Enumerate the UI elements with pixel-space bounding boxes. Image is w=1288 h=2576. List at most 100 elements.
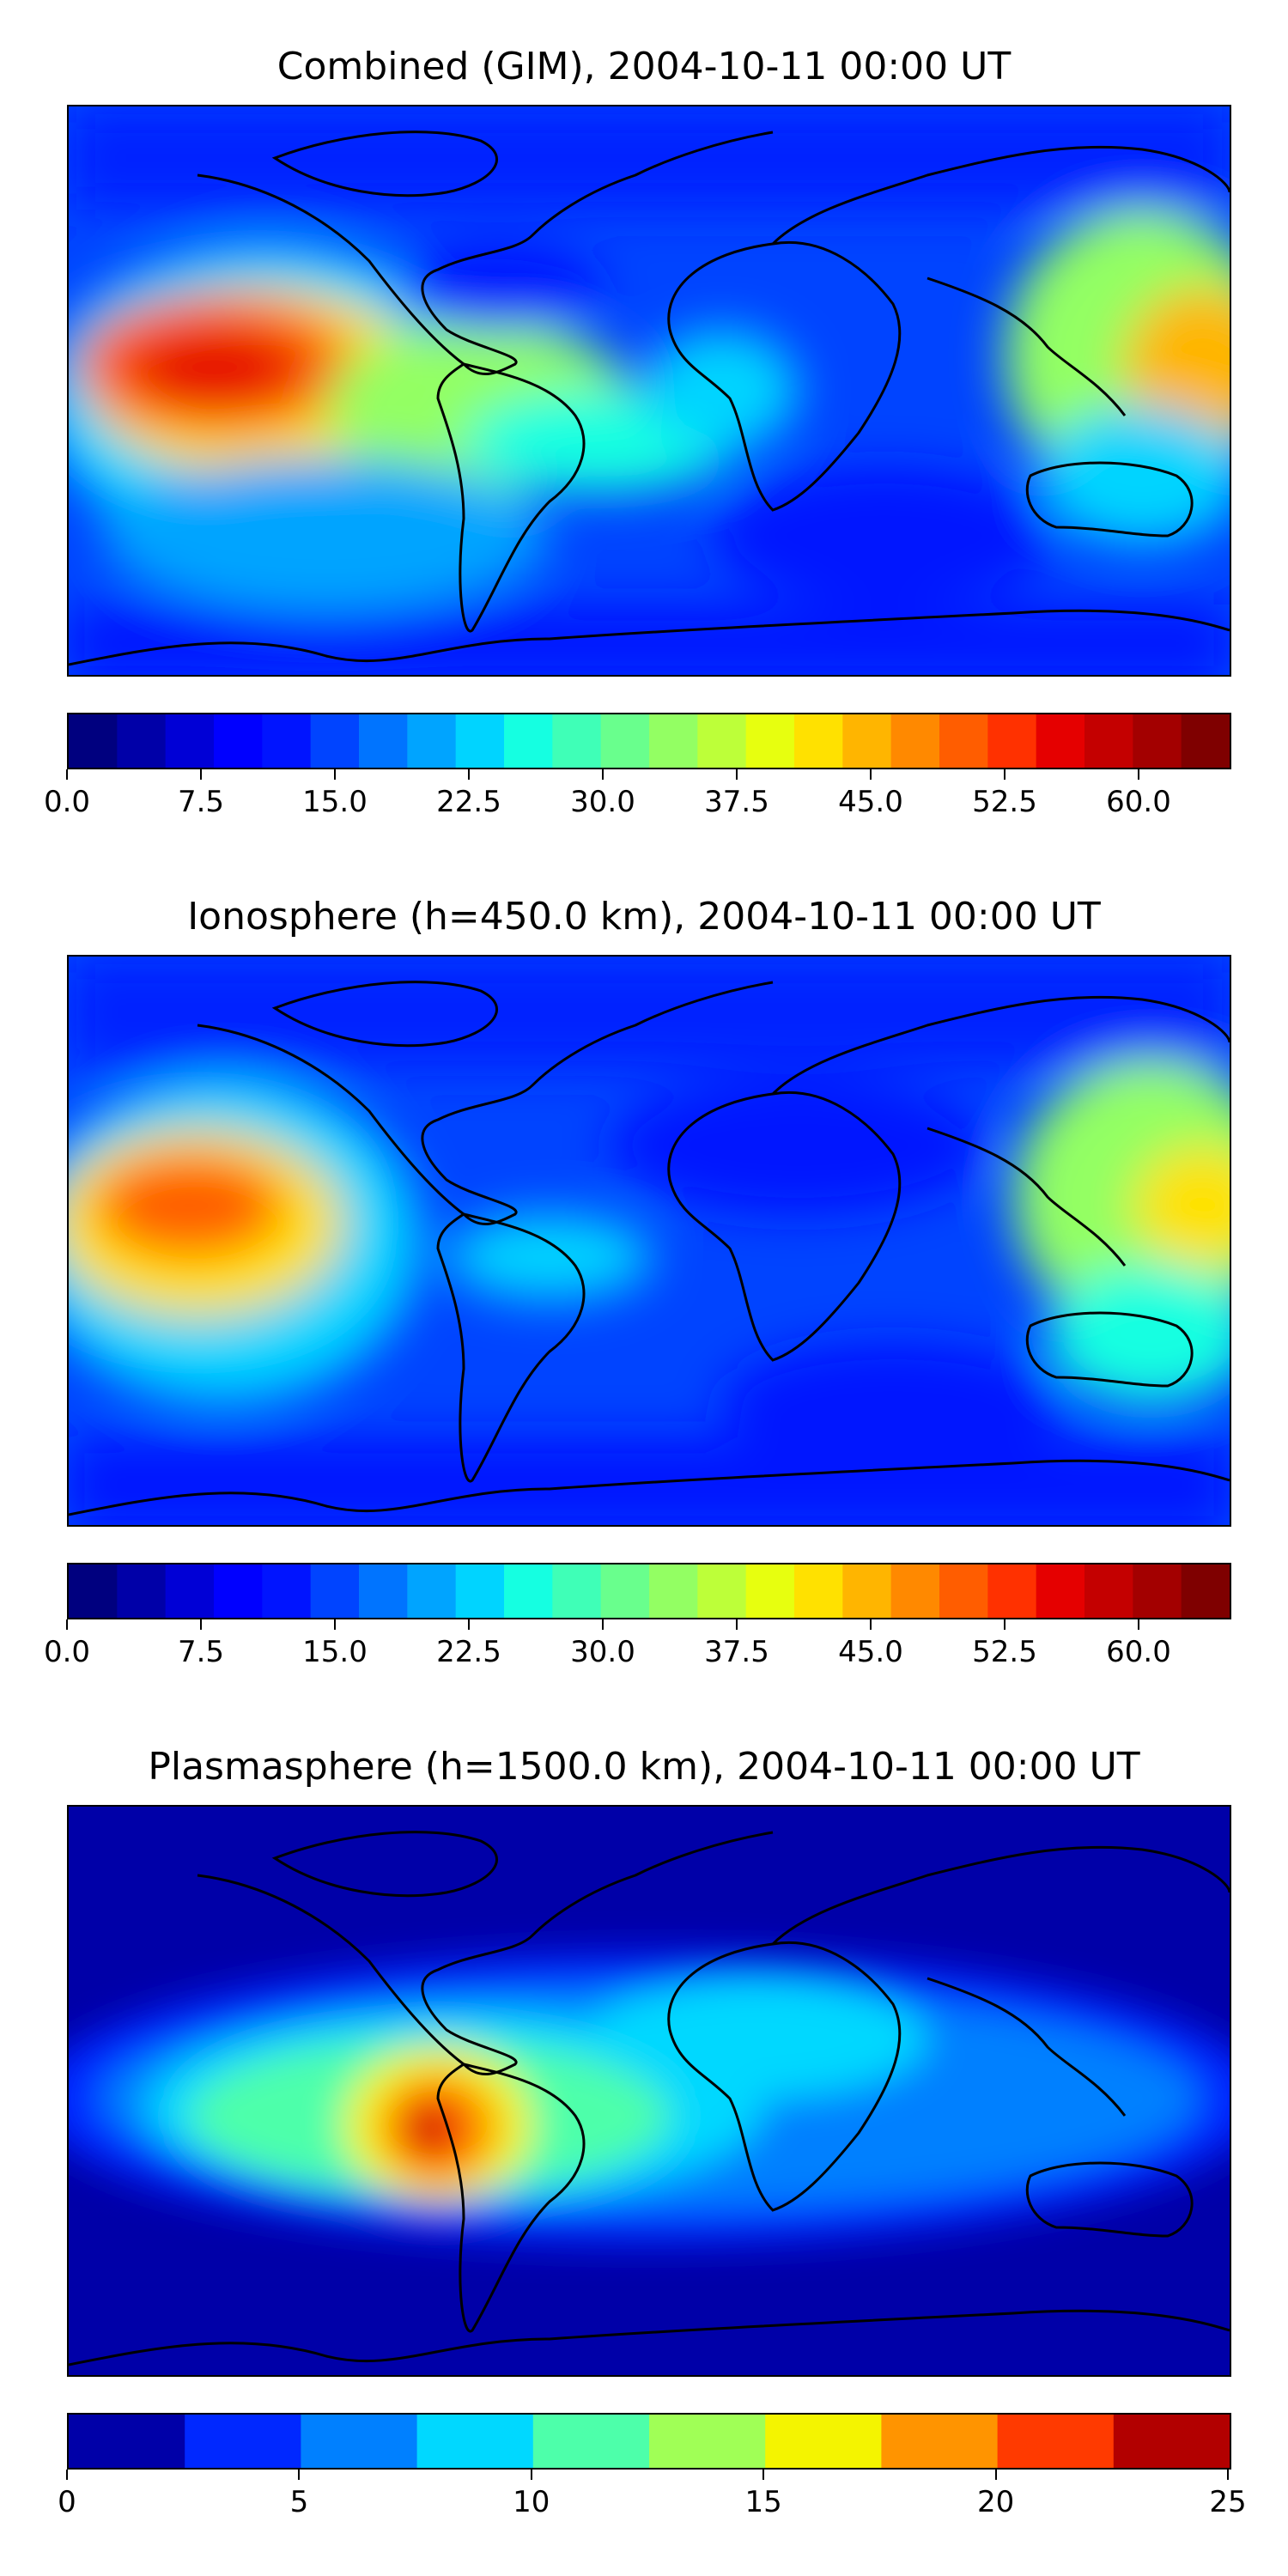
colorbar-tick-label: 0.0 (43, 1635, 91, 1669)
combined-panel: Combined (GIM), 2004-10-11 00:00 UT (0, 45, 1288, 869)
ionosphere-map (67, 955, 1231, 1527)
colorbar-tick-label: 5 (289, 2485, 309, 2519)
colorbar-segment (262, 1564, 312, 1618)
colorbar-segment (416, 2415, 534, 2468)
colorbar-tick-label: 45.0 (838, 785, 903, 819)
colorbar-tick (870, 769, 872, 780)
combined-colorbar (67, 713, 1231, 769)
colorbar-tick-label: 60.0 (1106, 785, 1171, 819)
coastlines (69, 1831, 1230, 2366)
plasmasphere-title: Plasmasphere (h=1500.0 km), 2004-10-11 0… (148, 1745, 1140, 1789)
ionosphere-colorbar-svg (69, 1564, 1230, 1618)
colorbar-segment (117, 714, 167, 768)
colorbar-tick (1004, 1619, 1005, 1630)
colorbar-tick (994, 2470, 997, 2480)
ionosphere-map-svg (69, 957, 1230, 1525)
colorbar-segment (997, 2415, 1115, 2468)
colorbar-tick-label: 22.5 (436, 1635, 501, 1669)
colorbar-segment (1084, 714, 1133, 768)
colorbar-tick-label: 15.0 (302, 785, 368, 819)
colorbar-tick (870, 1619, 872, 1630)
colorbar-segment (69, 1564, 118, 1618)
combined-colorbar-svg (69, 714, 1230, 768)
colorbar-segment (185, 2415, 301, 2468)
colorbar-segment (407, 714, 457, 768)
coastlines (69, 981, 1230, 1516)
colorbar-tick (200, 1619, 202, 1630)
colorbar-segment (1133, 1564, 1182, 1618)
colorbar-segment (1036, 1564, 1085, 1618)
colorbar-segment (1181, 714, 1230, 768)
colorbar-segment (745, 1564, 795, 1618)
colorbar-segment (842, 714, 892, 768)
colorbar-tick (1138, 769, 1139, 780)
colorbar-segment (697, 714, 747, 768)
colorbar-tick (530, 2470, 532, 2480)
colorbar-segment (649, 1564, 698, 1618)
colorbar-segment (890, 714, 940, 768)
colorbar-segment (455, 1564, 505, 1618)
colorbar-tick (334, 769, 336, 780)
plasmasphere-map (67, 1805, 1231, 2377)
colorbar-tick-label: 0.0 (43, 785, 91, 819)
colorbar-tick (298, 2470, 301, 2480)
colorbar-tick (1004, 769, 1005, 780)
colorbar-segment (765, 2415, 882, 2468)
colorbar-segment (359, 1564, 408, 1618)
colorbar-segment (649, 714, 698, 768)
colorbar-tick (1138, 1619, 1139, 1630)
plasmasphere-map-svg (69, 1807, 1230, 2375)
colorbar-tick (66, 1619, 68, 1630)
colorbar-segment (1133, 714, 1182, 768)
colorbar-segment (794, 1564, 843, 1618)
colorbar-segment (117, 1564, 167, 1618)
colorbar-segment (310, 1564, 360, 1618)
colorbar-segment (649, 2415, 766, 2468)
combined-map-svg (69, 106, 1230, 675)
colorbar-segment (552, 714, 602, 768)
colorbar-segment (600, 714, 650, 768)
colorbar-tick-label: 0 (58, 2485, 76, 2519)
colorbar-tick-label: 25 (1209, 2485, 1247, 2519)
colorbar-segment (532, 2415, 650, 2468)
colorbar-tick-label: 15 (744, 2485, 782, 2519)
colorbar-tick-label: 30.0 (570, 1635, 635, 1669)
coastlines (69, 131, 1230, 666)
colorbar-segment (1084, 1564, 1133, 1618)
colorbar-tick (736, 769, 738, 780)
ionosphere-colorbar-ticks: 0.0 7.5 15.0 22.5 30.0 37.5 45.0 52.5 60.0 (44, 1619, 1231, 1671)
colorbar-segment (697, 1564, 747, 1618)
colorbar-tick-label: 45.0 (838, 1635, 903, 1669)
combined-colorbar-ticks: 0.0 7.5 15.0 22.5 30.0 37.5 45.0 52.5 60.0 (44, 769, 1231, 821)
colorbar-tick (736, 1619, 738, 1630)
colorbar-segment (359, 714, 408, 768)
colorbar-tick (762, 2470, 765, 2480)
colorbar-segment (301, 2415, 418, 2468)
colorbar-tick (66, 769, 68, 780)
ionosphere-title: Ionosphere (h=450.0 km), 2004-10-11 00:0… (187, 895, 1101, 939)
colorbar-tick (334, 1619, 336, 1630)
colorbar-segment (794, 714, 843, 768)
colorbar-tick (66, 2470, 68, 2480)
colorbar-segment (262, 714, 312, 768)
plasmasphere-colorbar (67, 2413, 1231, 2470)
colorbar-tick (468, 769, 470, 780)
colorbar-segment (69, 2415, 185, 2468)
plasmasphere-panel: Plasmasphere (h=1500.0 km), 2004-10-11 0… (0, 1745, 1288, 2569)
colorbar-segment (939, 1564, 988, 1618)
colorbar-tick (602, 769, 604, 780)
colorbar-segment (504, 1564, 553, 1618)
colorbar-tick-label: 60.0 (1106, 1635, 1171, 1669)
colorbar-segment (1181, 1564, 1230, 1618)
colorbar-tick-label: 52.5 (972, 1635, 1037, 1669)
colorbar-tick (602, 1619, 604, 1630)
colorbar-segment (987, 1564, 1037, 1618)
colorbar-segment (745, 714, 795, 768)
colorbar-segment (552, 1564, 602, 1618)
colorbar-tick-label: 22.5 (436, 785, 501, 819)
colorbar-segment (1113, 2415, 1230, 2468)
combined-map (67, 105, 1231, 677)
ionosphere-panel: Ionosphere (h=450.0 km), 2004-10-11 00:0… (0, 895, 1288, 1719)
colorbar-tick-label: 37.5 (704, 785, 769, 819)
colorbar-segment (504, 714, 553, 768)
